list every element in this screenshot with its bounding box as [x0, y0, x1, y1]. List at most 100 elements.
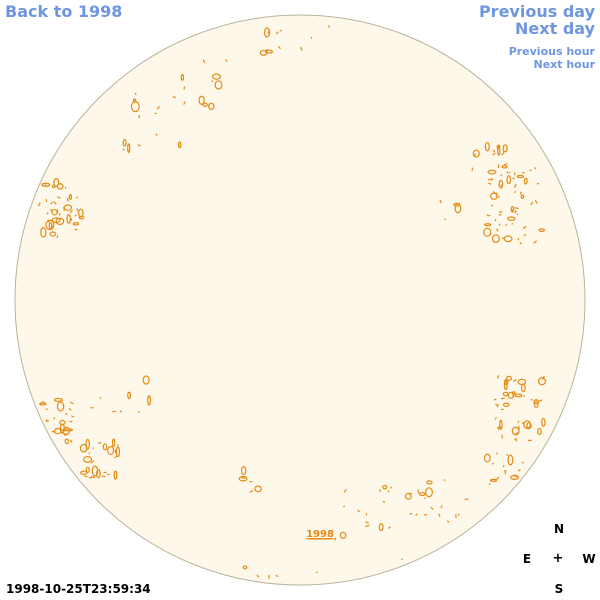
- contour-mark: [66, 197, 69, 202]
- contour-mark: [183, 101, 186, 105]
- contour-mark: [492, 190, 496, 194]
- contour-mark: [502, 402, 510, 407]
- contour-mark: [502, 464, 505, 468]
- contour-mark: [526, 421, 532, 430]
- contour-mark: [443, 479, 446, 482]
- compass-south-label: S: [554, 582, 564, 596]
- contour-mark: [514, 437, 517, 441]
- contour-mark: [426, 480, 433, 485]
- contour-mark: [491, 204, 494, 207]
- contour-mark: [387, 490, 390, 493]
- contour-mark: [117, 444, 119, 447]
- year-link[interactable]: 1998: [306, 529, 334, 540]
- contour-mark: [53, 397, 63, 402]
- contour-mark: [521, 461, 524, 464]
- contour-mark: [508, 171, 511, 174]
- contour-mark: [438, 513, 441, 518]
- contour-mark: [512, 379, 517, 382]
- contour-mark: [106, 473, 110, 476]
- contour-mark: [496, 476, 500, 480]
- contour-mark: [488, 182, 492, 185]
- contour-mark: [514, 393, 523, 398]
- contour-mark: [378, 523, 384, 532]
- contour-mark: [68, 193, 73, 200]
- contour-mark: [494, 417, 497, 420]
- contour-mark: [91, 465, 99, 477]
- contour-mark: [137, 144, 141, 147]
- contour-mark: [417, 489, 420, 494]
- contour-mark: [96, 468, 101, 479]
- next-hour-link[interactable]: Next hour: [533, 58, 596, 71]
- contour-mark: [50, 201, 53, 205]
- contour-mark: [513, 191, 516, 194]
- contour-mark: [142, 375, 150, 385]
- contour-mark: [76, 208, 79, 212]
- contour-mark: [511, 426, 520, 436]
- contour-mark: [147, 395, 152, 406]
- contour-mark: [299, 46, 303, 51]
- contour-mark: [503, 235, 513, 243]
- contour-mark: [46, 212, 49, 215]
- contour-mark: [70, 440, 73, 443]
- contour-mark: [138, 410, 140, 413]
- contour-mark: [334, 537, 337, 541]
- contour-mark: [53, 417, 56, 420]
- contour-mark: [74, 214, 77, 217]
- contour-mark: [59, 419, 66, 426]
- contour-mark: [127, 143, 131, 154]
- contour-mark: [500, 174, 503, 177]
- contour-mark: [85, 466, 90, 473]
- contour-mark: [503, 380, 508, 391]
- contour-mark: [45, 408, 48, 411]
- contour-mark: [264, 49, 274, 54]
- contour-mark: [507, 454, 514, 466]
- contour-mark: [45, 219, 55, 231]
- contour-mark: [343, 488, 347, 493]
- contour-mark: [211, 80, 214, 83]
- previous-hour-link[interactable]: Previous hour: [508, 45, 595, 58]
- contour-mark: [503, 162, 508, 166]
- observation-timestamp: 1998-10-25T23:59:34: [6, 582, 151, 596]
- contour-mark: [59, 423, 65, 434]
- contour-mark: [132, 98, 137, 102]
- contour-mark: [115, 446, 121, 458]
- contour-mark: [238, 475, 248, 482]
- contour-mark: [534, 167, 537, 170]
- contour-mark: [240, 466, 247, 476]
- contour-mark: [382, 484, 388, 490]
- contour-mark: [279, 29, 282, 32]
- contour-mark: [183, 86, 186, 90]
- contour-mark: [51, 208, 58, 216]
- previous-day-link[interactable]: Previous day: [478, 2, 595, 21]
- contour-mark: [496, 425, 502, 429]
- contour-mark: [496, 404, 499, 408]
- contour-mark: [501, 434, 504, 439]
- contour-mark: [51, 184, 56, 189]
- contour-mark: [90, 460, 95, 464]
- contour-mark: [365, 524, 370, 527]
- contour-mark: [517, 420, 520, 423]
- contour-mark: [500, 184, 503, 187]
- contour-mark: [49, 231, 57, 237]
- contour-mark: [66, 214, 71, 224]
- back-to-year-link[interactable]: Back to 1998: [5, 2, 123, 21]
- contour-mark: [491, 177, 493, 181]
- contour-mark: [538, 228, 545, 232]
- contour-mark: [64, 432, 67, 437]
- contour-mark: [69, 420, 73, 423]
- contour-mark: [249, 490, 254, 493]
- contour-mark: [259, 49, 268, 56]
- contour-mark: [88, 452, 91, 455]
- contour-mark: [523, 233, 527, 237]
- contour-mark: [114, 456, 117, 459]
- contour-mark: [517, 237, 520, 241]
- next-day-link[interactable]: Next day: [515, 19, 595, 38]
- contour-mark: [497, 146, 501, 156]
- contour-mark: [539, 399, 543, 402]
- contour-mark: [511, 391, 516, 395]
- contour-mark: [225, 59, 228, 63]
- contour-mark: [443, 218, 447, 221]
- solar-disk: [14, 14, 586, 586]
- contour-mark: [542, 375, 545, 380]
- contour-mark: [339, 531, 347, 539]
